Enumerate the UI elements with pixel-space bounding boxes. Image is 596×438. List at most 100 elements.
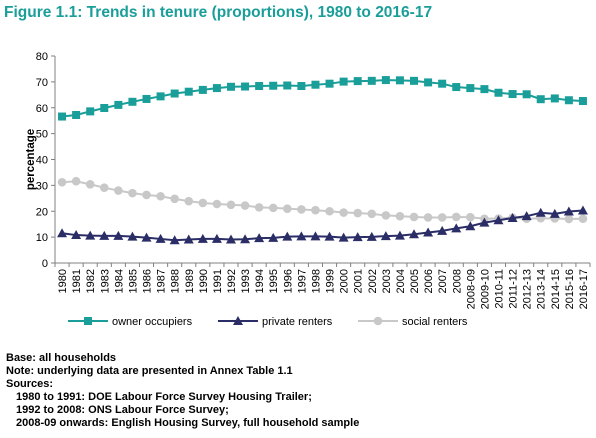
y-tick-label: 30	[36, 180, 48, 192]
social-renters-point	[128, 188, 137, 198]
x-tick-label: 1994	[254, 269, 266, 293]
owner-occupiers-point	[142, 94, 151, 103]
social-renters-point	[212, 199, 222, 209]
social-renters-point	[353, 208, 362, 218]
private-renters-point	[479, 217, 490, 227]
private-renters-point	[563, 206, 574, 216]
social-renters-point	[142, 190, 151, 200]
owner-occupiers-point	[311, 80, 320, 89]
owner-occupiers-point	[170, 89, 179, 98]
owner-occupiers-point	[536, 95, 545, 104]
x-tick-label: 1995	[268, 269, 280, 293]
x-tick-label: 1987	[156, 269, 168, 293]
x-tick-label: 2016-17	[578, 269, 590, 309]
social-renters-point	[381, 211, 391, 220]
x-tick-label: 2008-09	[465, 269, 477, 309]
social-renters-line	[61, 180, 583, 221]
owner-occupiers-point	[452, 83, 461, 92]
owner-occupiers-point	[226, 82, 235, 91]
owner-occupiers-point	[198, 85, 207, 94]
owner-occupiers-point	[241, 82, 250, 91]
x-tick-label: 1991	[212, 269, 224, 293]
annex-note: Note: underlying data are presented in A…	[6, 365, 293, 377]
x-tick-label: 1990	[198, 269, 210, 293]
owner-occupiers-point	[395, 76, 404, 85]
x-tick-label: 2001	[353, 269, 365, 293]
owner-occupiers-point	[128, 97, 137, 106]
social-renters-point	[283, 204, 292, 213]
x-tick-label: 2010-11	[493, 269, 505, 309]
owner-occupiers-point	[494, 88, 503, 97]
sources-label: Sources:	[6, 378, 54, 390]
legend-private-renters-label: private renters	[262, 316, 333, 328]
x-tick-label: 1983	[99, 269, 111, 293]
y-axis-title: percentage	[25, 129, 37, 190]
social-renters-point	[226, 200, 236, 210]
owner-occupiers-point	[353, 77, 362, 86]
social-renters-point	[297, 205, 306, 214]
x-tick-label: 1989	[184, 269, 196, 293]
owner-occupiers-point	[367, 76, 376, 85]
owner-occupiers-point	[269, 81, 278, 90]
private-renters-point	[423, 227, 434, 237]
social-renters-point	[395, 211, 405, 221]
owner-occupiers-point	[255, 82, 264, 91]
private-renters-point	[451, 223, 462, 233]
private-renters-point	[282, 231, 293, 241]
x-tick-label: 2011-12	[508, 269, 520, 309]
private-renters-point	[211, 233, 222, 243]
legend-owner-occupiers-marker	[84, 317, 92, 325]
owner-occupiers-point	[381, 76, 390, 85]
private-renters-point	[577, 205, 588, 215]
owner-occupiers-point	[508, 90, 517, 99]
x-tick-label: 1993	[240, 269, 252, 293]
x-tick-label: 1998	[310, 269, 322, 293]
social-renters-point	[578, 214, 588, 224]
owner-occupiers-point	[100, 104, 109, 113]
x-tick-label: 2005	[409, 269, 421, 293]
y-tick-label: 50	[36, 129, 48, 141]
social-renters-point	[409, 212, 419, 222]
private-renters-point	[268, 232, 279, 242]
private-renters-point	[113, 230, 124, 240]
owner-occupiers-point	[480, 85, 489, 94]
private-renters-point	[71, 230, 82, 240]
social-renters-point	[451, 212, 461, 222]
owner-occupiers-point	[72, 110, 81, 119]
x-tick-label: 1997	[296, 269, 308, 293]
social-renters-point	[184, 196, 194, 206]
owner-occupiers-point	[438, 79, 447, 88]
legend-social-renters-marker	[373, 316, 383, 326]
private-renters-point	[338, 232, 349, 242]
private-renters-point	[409, 229, 420, 239]
x-tick-label: 2003	[381, 269, 393, 293]
owner-occupiers-point	[156, 92, 165, 101]
social-renters-point	[564, 214, 574, 224]
social-renters-point	[198, 198, 208, 208]
figure-title: Figure 1.1: Trends in tenure (proportion…	[4, 4, 433, 21]
legend-owner-occupiers-label: owner occupiers	[112, 316, 193, 328]
private-renters-point	[493, 215, 504, 225]
y-tick-label: 20	[36, 206, 48, 218]
owner-occupiers-point	[114, 100, 123, 109]
y-tick-label: 60	[36, 103, 48, 115]
private-renters-point	[240, 234, 251, 244]
social-renters-point	[254, 203, 264, 212]
owner-occupiers-point	[550, 94, 559, 103]
x-tick-label: 2009-10	[479, 269, 491, 309]
social-renters-point	[99, 183, 109, 193]
private-renters-point	[394, 230, 405, 240]
private-renters-point	[380, 231, 391, 241]
private-renters-point	[352, 232, 363, 242]
private-renters-point	[127, 231, 138, 241]
social-renters-point	[71, 176, 81, 186]
private-renters-point	[155, 233, 166, 243]
social-renters-point	[311, 205, 320, 215]
source-2: 1992 to 2008: ONS Labour Force Survey;	[16, 404, 229, 416]
x-tick-label: 2007	[437, 269, 449, 293]
x-tick-label: 1984	[113, 269, 125, 293]
private-renters-point	[507, 212, 518, 222]
y-tick-label: 40	[36, 155, 48, 167]
private-renters-point	[183, 234, 194, 244]
owner-occupiers-point	[522, 90, 531, 99]
